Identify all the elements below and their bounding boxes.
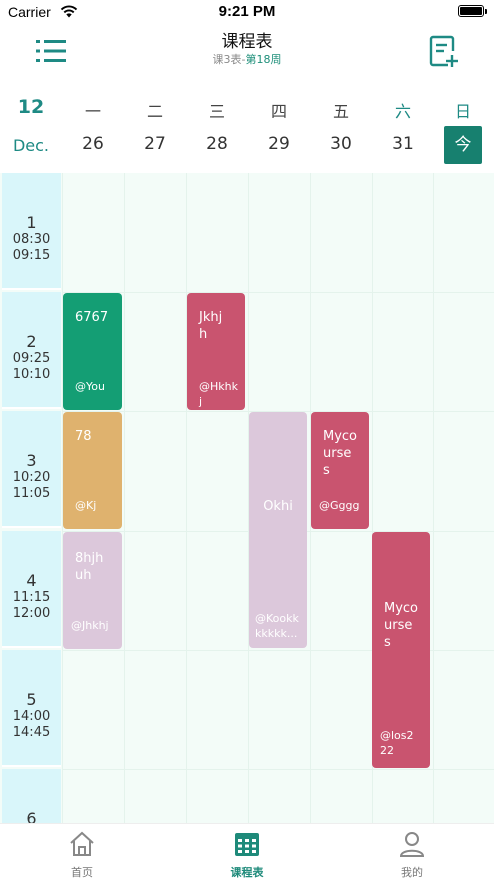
- course-name: 8hjhuh: [75, 551, 104, 583]
- grid-line: [62, 769, 494, 770]
- weekday-wed: 三: [208, 102, 225, 121]
- period-end: 11:05: [12, 486, 51, 501]
- clock-label: 9:21 PM: [218, 3, 276, 20]
- period-end: 09:15: [12, 248, 51, 263]
- course-location: @Kookkkkkkk...: [255, 612, 299, 640]
- date-wed: 28: [206, 134, 228, 154]
- nav-bar: 课程表 课3表-第18周: [0, 24, 494, 76]
- tab-label: 首页: [71, 866, 93, 879]
- period-number: 5: [26, 690, 37, 709]
- grid-line: [310, 173, 311, 823]
- grid-line: [372, 173, 373, 823]
- period-start: 14:00: [12, 709, 51, 724]
- period-end: 14:45: [12, 725, 51, 740]
- tab-timetable[interactable]: 课程表: [165, 824, 329, 880]
- date-fri: 30: [330, 134, 352, 154]
- subtitle-separator: -: [241, 53, 246, 66]
- course-card[interactable]: Jkhjh @Hkhkj: [187, 293, 245, 410]
- week-label: 第18周: [245, 53, 282, 66]
- weekday-tue: 二: [146, 102, 163, 121]
- date-mon: 26: [82, 134, 104, 154]
- date-thu: 29: [268, 134, 290, 154]
- today-badge[interactable]: 今: [444, 126, 482, 164]
- course-location: @Kj: [75, 499, 97, 512]
- period-slot: 3 10:20 11:05: [2, 411, 61, 528]
- course-location: @Jhkhj: [71, 619, 109, 632]
- period-number: 1: [26, 213, 37, 232]
- page-subtitle: 课3表-第18周: [0, 51, 494, 67]
- period-number: 2: [26, 332, 37, 351]
- period-end: 12:00: [12, 606, 51, 621]
- weekday-fri: 五: [332, 102, 349, 121]
- grid-line: [124, 173, 125, 823]
- calendar-icon: [235, 833, 259, 856]
- weekday-sat: 六: [394, 102, 411, 121]
- period-start: 09:25: [12, 351, 51, 366]
- period-slot: 4 11:15 12:00: [2, 531, 61, 648]
- course-card[interactable]: Okhi @Kookkkkkkk...: [249, 412, 307, 648]
- battery-icon: [458, 5, 487, 17]
- month-number: 12: [17, 96, 45, 118]
- tab-label: 课程表: [230, 866, 264, 879]
- home-icon: [70, 831, 94, 856]
- course-name: 78: [75, 429, 92, 444]
- course-card[interactable]: Mycourses @los222: [372, 532, 430, 768]
- course-name: Okhi: [263, 499, 293, 514]
- tab-label: 我的: [401, 866, 423, 879]
- date-sat: 31: [392, 134, 414, 154]
- weekday-sun: 日: [454, 102, 471, 121]
- period-number: 3: [26, 451, 37, 470]
- period-number: 6: [26, 809, 37, 823]
- wifi-icon: [60, 5, 78, 18]
- grid-line: [433, 173, 434, 823]
- period-start: 10:20: [12, 470, 51, 485]
- grid-line: [248, 173, 249, 823]
- month-name: Dec.: [12, 136, 50, 155]
- course-location: @Gggg: [319, 499, 360, 512]
- table-name: 课3表: [212, 53, 242, 66]
- period-number: 4: [26, 571, 37, 590]
- period-slot: 6: [2, 769, 61, 823]
- course-card[interactable]: 8hjhuh @Jhkhj: [63, 532, 122, 649]
- course-card[interactable]: 78 @Kj: [63, 412, 122, 529]
- add-document-icon[interactable]: [428, 34, 460, 68]
- period-start: 08:30: [12, 232, 51, 247]
- course-name: Mycourses: [323, 429, 358, 478]
- grid-line: [62, 411, 494, 412]
- course-name: Mycourses: [384, 601, 419, 650]
- course-location: @Hkhkj: [199, 380, 238, 408]
- timetable-grid: 1 08:30 09:15 2 09:25 10:10 3 10:20 11:0…: [0, 173, 494, 823]
- grid-line: [186, 173, 187, 823]
- course-location: @You: [75, 380, 105, 393]
- list-icon[interactable]: [34, 37, 68, 65]
- course-card[interactable]: 6767 @You: [63, 293, 122, 410]
- course-card[interactable]: Mycourses @Gggg: [311, 412, 369, 529]
- date-tue: 27: [144, 134, 166, 154]
- carrier-label: Carrier: [8, 4, 51, 20]
- weekday-thu: 四: [270, 102, 287, 121]
- tab-profile[interactable]: 我的: [330, 824, 494, 880]
- period-column: 1 08:30 09:15 2 09:25 10:10 3 10:20 11:0…: [0, 173, 62, 823]
- course-name: Jkhjh: [199, 310, 223, 342]
- status-bar: Carrier 9:21 PM: [0, 0, 494, 24]
- period-slot: 1 08:30 09:15: [2, 173, 61, 290]
- course-name: 6767: [75, 310, 109, 325]
- grid-line: [62, 292, 494, 293]
- weekday-mon: 一: [84, 102, 101, 121]
- grid-line: [62, 650, 494, 651]
- page-title: 课程表: [221, 32, 273, 52]
- period-slot: 5 14:00 14:45: [2, 650, 61, 767]
- grid-line: [62, 173, 63, 823]
- period-start: 11:15: [12, 590, 51, 605]
- tab-bar: 首页 课程表 我的: [0, 823, 494, 880]
- person-icon: [399, 832, 425, 857]
- period-slot: 2 09:25 10:10: [2, 292, 61, 409]
- period-end: 10:10: [12, 367, 51, 382]
- tab-home[interactable]: 首页: [0, 824, 164, 880]
- course-location: @los222: [380, 729, 414, 757]
- week-header: 12 Dec. 一 26 二 27 三 28 四 29 五 30 六 31 日 …: [0, 88, 494, 170]
